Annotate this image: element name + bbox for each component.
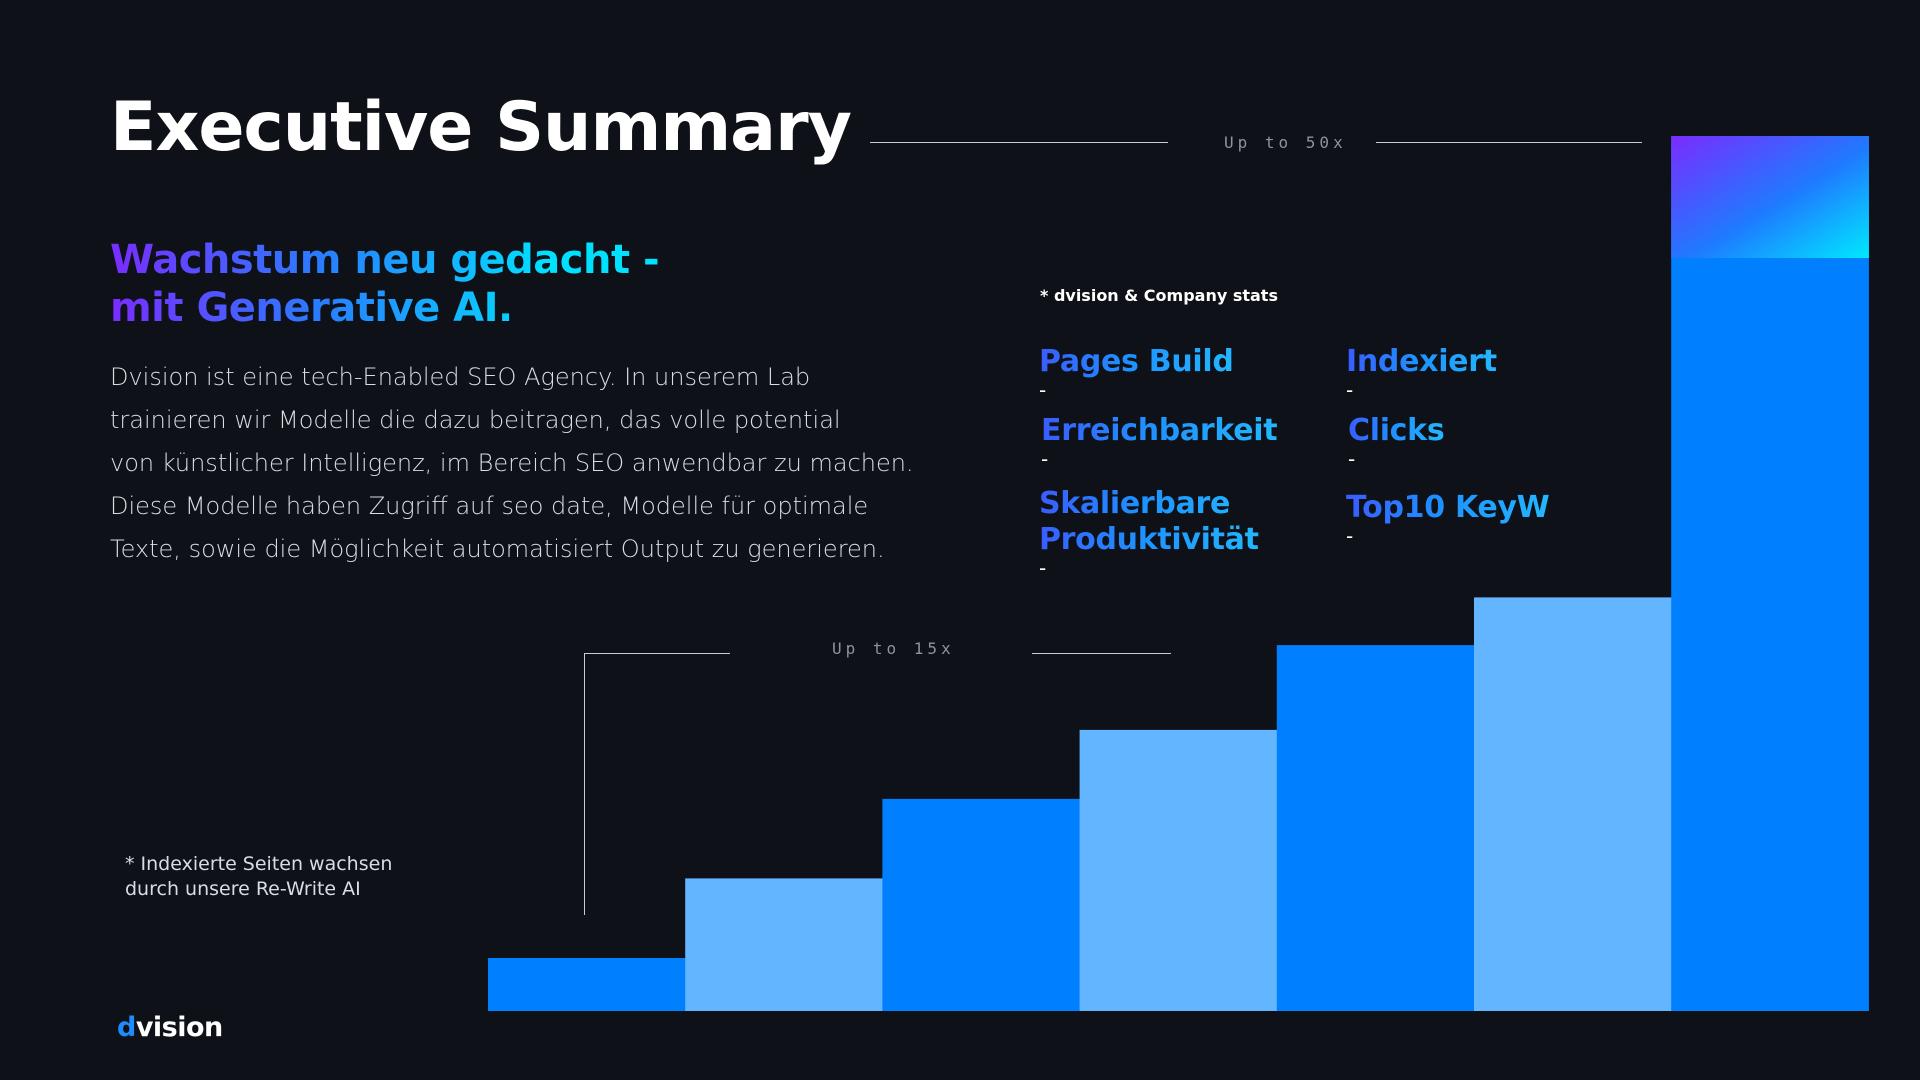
chart-bar-gradient-cap: [1671, 136, 1869, 258]
body-line: von künstlicher Intelligenz, im Bereich …: [110, 449, 914, 477]
metric-value: -: [1041, 447, 1048, 471]
metric-label: Skalierbare: [1039, 486, 1259, 522]
metric-value: -: [1039, 556, 1046, 580]
annotation-line-15x-left: [584, 653, 730, 654]
metric-clicks: Clicks -: [1348, 413, 1445, 471]
metric-erreichbarkeit: Erreichbarkeit -: [1041, 413, 1278, 471]
footnote-line-1: * Indexierte Seiten wachsen: [125, 853, 393, 875]
annotation-line-15x-vertical: [584, 653, 585, 915]
logo-text: vision: [135, 1012, 223, 1043]
metric-label: Erreichbarkeit: [1041, 413, 1278, 448]
headline-line-2: mit Generative AI.: [110, 284, 659, 332]
dvision-logo: dvision: [117, 1012, 223, 1043]
footnote-line-2: durch unsere Re-Write AI: [125, 878, 361, 900]
logo-d: d: [117, 1012, 136, 1043]
stats-note: * dvision & Company stats: [1040, 286, 1278, 305]
metric-label: Clicks: [1348, 413, 1445, 448]
body-paragraph: Dvision ist eine tech-Enabled SEO Agency…: [110, 356, 914, 571]
headline: Wachstum neu gedacht - mit Generative AI…: [110, 236, 660, 332]
metric-top10-keyw: Top10 KeyW -: [1346, 490, 1550, 548]
chart-bar: [1276, 645, 1475, 1011]
headline-line-1: Wachstum neu gedacht -: [110, 237, 660, 283]
chart-bar: [488, 958, 686, 1011]
chart-bar: [685, 878, 883, 1011]
metric-skalierbare-produktivitaet: Skalierbare Produktivität -: [1039, 486, 1259, 578]
body-line: Texte, sowie die Möglichkeit automatisie…: [110, 535, 885, 563]
metric-value: -: [1346, 524, 1353, 548]
body-line: trainieren wir Modelle die dazu beitrage…: [110, 406, 841, 434]
body-line: Diese Modelle haben Zugriff auf seo date…: [110, 492, 869, 520]
annotation-line-50x-right: [1376, 142, 1642, 143]
metric-value: -: [1348, 447, 1355, 471]
annotation-line-50x-left: [870, 142, 1168, 143]
metric-label: Indexiert: [1346, 344, 1497, 379]
metric-label-line-2: Produktivität: [1039, 522, 1259, 557]
chart-bar: [1474, 597, 1672, 1011]
annotation-up-to-50x: Up to 50x: [1224, 133, 1347, 152]
metric-label: Top10 KeyW: [1346, 490, 1550, 525]
chart-bar: [1671, 136, 1869, 1011]
page-title: Executive Summary: [110, 88, 852, 167]
metric-label: Pages Build: [1039, 344, 1234, 379]
chart-bar: [882, 798, 1081, 1011]
annotation-up-to-15x: Up to 15x: [832, 639, 955, 658]
metric-pages-build: Pages Build -: [1039, 344, 1234, 400]
chart-bar: [1079, 729, 1278, 1011]
metric-value: -: [1346, 378, 1353, 402]
metric-indexiert: Indexiert -: [1346, 344, 1497, 400]
body-line: Dvision ist eine tech-Enabled SEO Agency…: [110, 363, 811, 391]
metric-value: -: [1039, 378, 1046, 402]
annotation-line-15x-right: [1032, 653, 1171, 654]
chart-footnote: * Indexierte Seiten wachsen durch unsere…: [125, 852, 392, 902]
